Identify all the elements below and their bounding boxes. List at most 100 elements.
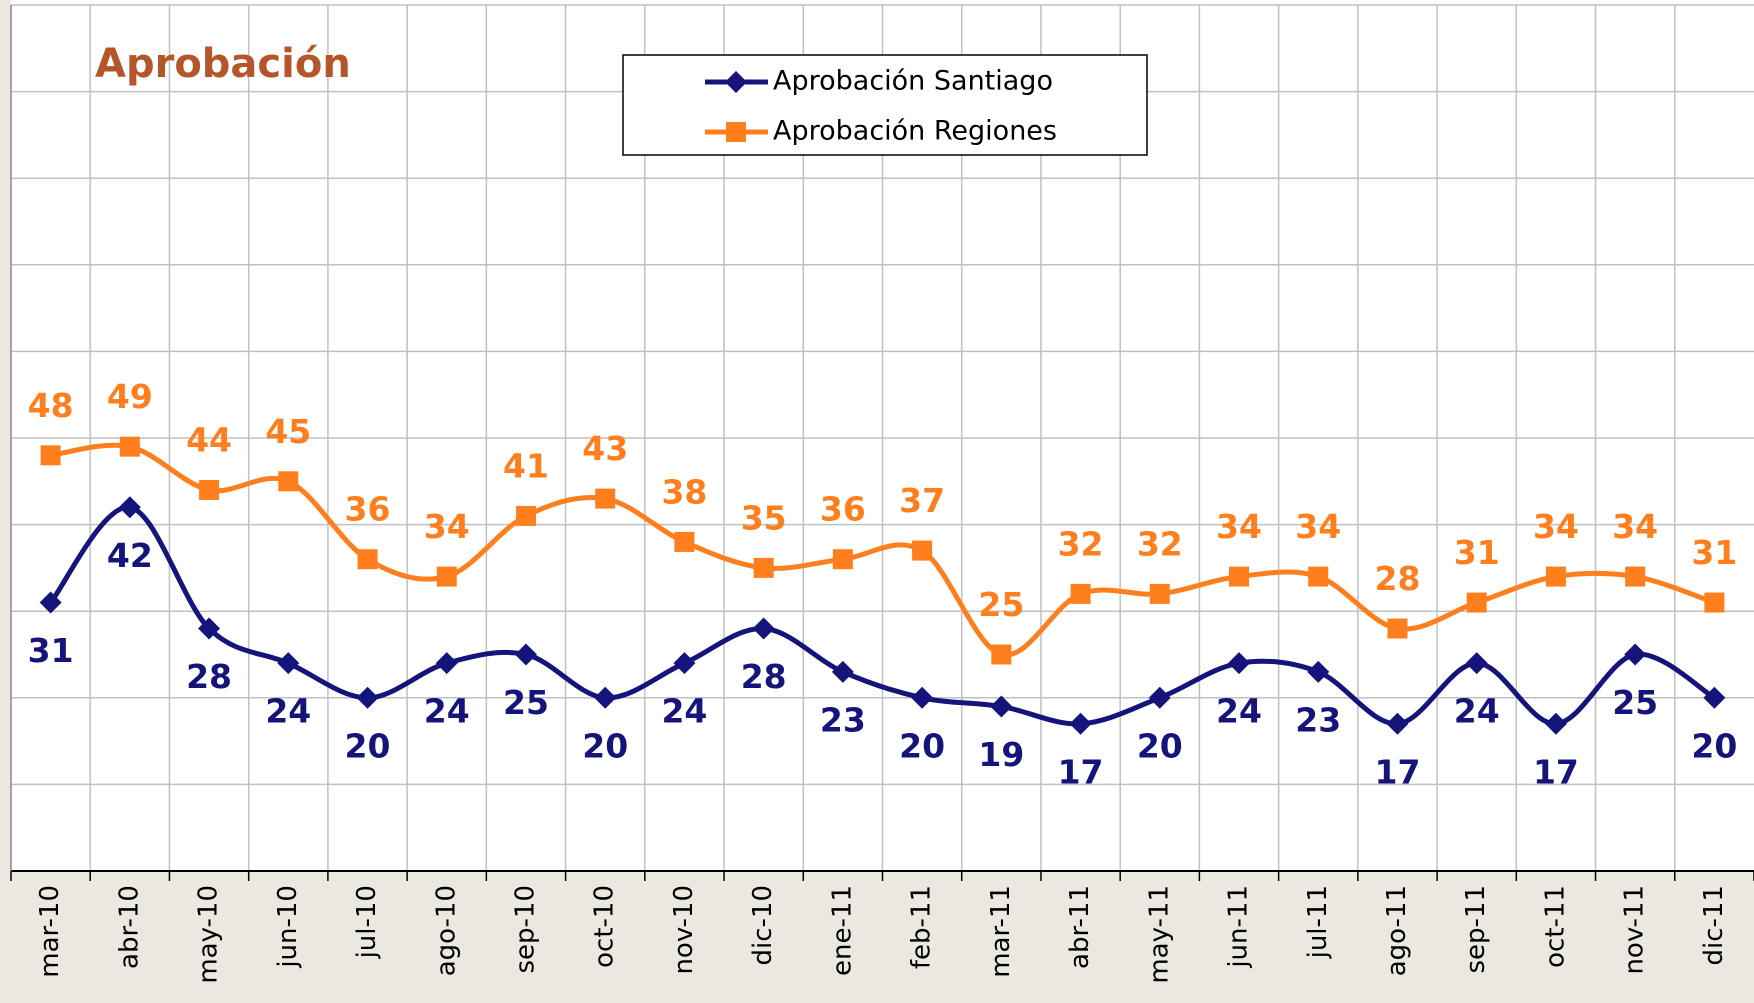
marker: [725, 71, 747, 93]
marker: [40, 445, 61, 466]
chart-title: Aprobación: [95, 41, 351, 87]
data-label: 34: [1216, 507, 1262, 546]
data-label: 42: [107, 536, 153, 575]
data-label: 24: [1454, 692, 1500, 731]
data-label: 37: [899, 481, 945, 520]
marker: [1386, 712, 1409, 735]
marker: [435, 652, 458, 675]
data-label: 34: [1533, 507, 1579, 546]
data-label: 31: [28, 631, 74, 670]
marker: [1070, 583, 1091, 604]
x-tick-label: sep-11: [1461, 885, 1491, 974]
series-line: [48, 504, 1716, 727]
x-tick-label: jun-10: [273, 885, 303, 969]
marker: [594, 686, 617, 709]
x-tick-label: mar-10: [35, 885, 65, 978]
marker: [357, 549, 378, 570]
marker: [1228, 652, 1251, 675]
x-tick-label: nov-10: [669, 885, 699, 975]
marker: [1545, 566, 1566, 587]
marker: [912, 540, 933, 561]
marker: [595, 488, 616, 509]
x-tick-label: nov-11: [1620, 885, 1650, 975]
data-label: 32: [1058, 524, 1104, 563]
data-label: 17: [1375, 752, 1421, 791]
x-tick-label: ago-11: [1382, 885, 1412, 976]
marker: [831, 660, 854, 683]
x-tick-label: jul-11: [1303, 885, 1333, 959]
legend-label: Aprobación Santiago: [773, 66, 1053, 97]
marker: [673, 652, 696, 675]
legend-label: Aprobación Regiones: [773, 116, 1057, 147]
data-label: 36: [345, 490, 391, 529]
x-tick-label: may-11: [1144, 885, 1174, 984]
marker: [198, 617, 221, 640]
x-tick-label: jun-11: [1224, 885, 1254, 969]
x-tick-label: sep-10: [510, 885, 540, 974]
data-label: 38: [661, 472, 707, 511]
marker: [1149, 583, 1170, 604]
marker: [1148, 686, 1171, 709]
data-label: 31: [1454, 533, 1500, 572]
data-label: 44: [186, 420, 232, 459]
data-label: 23: [1295, 700, 1341, 739]
marker: [1307, 660, 1330, 683]
x-tick-label: abr-10: [114, 885, 144, 969]
marker: [514, 643, 537, 666]
marker: [832, 549, 853, 570]
marker: [1544, 712, 1567, 735]
data-label: 24: [1216, 692, 1262, 731]
series-lines: [39, 436, 1726, 735]
marker: [990, 695, 1013, 718]
data-label: 36: [820, 490, 866, 529]
legend-box: [622, 54, 1148, 156]
data-label: 20: [345, 726, 391, 765]
x-tick-label: mar-11: [986, 885, 1016, 978]
data-label: 41: [503, 446, 549, 485]
data-label: 23: [820, 700, 866, 739]
data-label: 25: [978, 585, 1024, 624]
data-label: 17: [1058, 752, 1104, 791]
data-label: 24: [424, 692, 470, 731]
data-label: 25: [503, 683, 549, 722]
marker: [1704, 592, 1725, 613]
x-tick-label: abr-11: [1065, 885, 1095, 969]
marker: [1703, 686, 1726, 709]
marker: [1308, 566, 1329, 587]
marker: [1069, 712, 1092, 735]
x-tick-label: jul-10: [352, 885, 382, 959]
data-label: 19: [978, 735, 1024, 774]
x-tick-label: oct-10: [590, 885, 620, 968]
marker: [752, 617, 775, 640]
data-label: 20: [1691, 726, 1737, 765]
x-tick-label: oct-11: [1540, 885, 1570, 968]
marker: [515, 505, 536, 526]
data-label: 34: [1295, 507, 1341, 546]
x-tick-label: dic-11: [1699, 885, 1729, 966]
data-label: 34: [424, 507, 470, 546]
data-label: 34: [1612, 507, 1658, 546]
data-label: 20: [1137, 726, 1183, 765]
data-label: 25: [1612, 683, 1658, 722]
legend: Aprobación Santiago Aprobación Regiones: [705, 66, 1057, 147]
marker: [1466, 592, 1487, 613]
data-label: 45: [265, 412, 311, 451]
data-label: 28: [186, 657, 232, 696]
marker: [911, 686, 934, 709]
marker: [674, 531, 695, 552]
marker: [1624, 643, 1647, 666]
marker: [1387, 618, 1408, 639]
x-tick-label: feb-11: [907, 885, 937, 969]
x-tick-label: may-10: [194, 885, 224, 984]
data-label: 28: [741, 657, 787, 696]
marker: [39, 591, 62, 614]
marker: [726, 122, 746, 142]
data-label: 20: [582, 726, 628, 765]
data-label: 48: [28, 386, 74, 425]
marker: [199, 479, 220, 500]
data-label: 20: [899, 726, 945, 765]
data-label: 28: [1375, 559, 1421, 598]
marker: [1465, 652, 1488, 675]
